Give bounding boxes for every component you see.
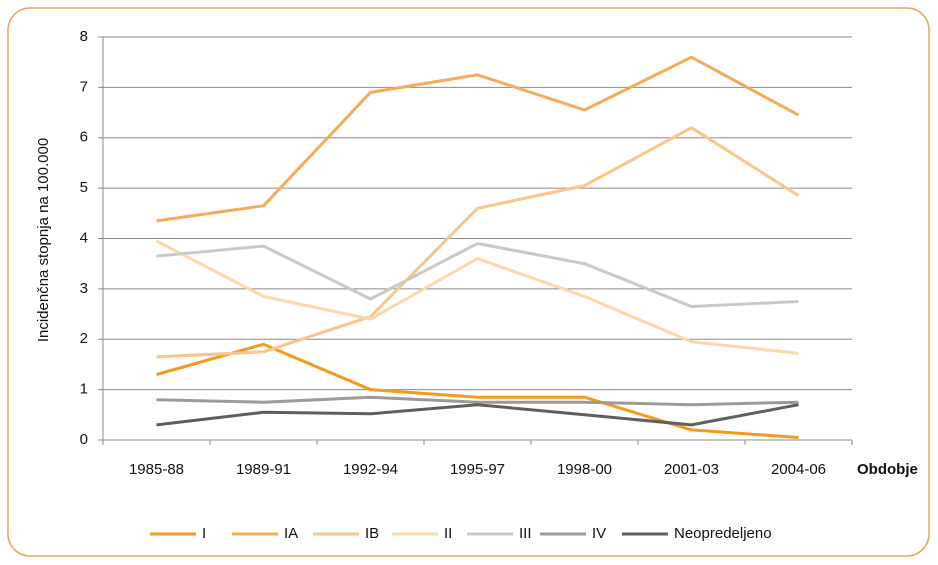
series-line	[155, 239, 799, 355]
x-tick-label: 1985-88	[129, 461, 184, 478]
legend-label: IA	[284, 525, 298, 542]
series-line	[156, 126, 800, 359]
y-axis-label: Incidenčna stopnja na 100.000	[35, 138, 52, 342]
series-line	[156, 342, 799, 439]
x-tick-label: 1998-00	[557, 461, 612, 478]
x-tick-label: 1995-97	[450, 461, 505, 478]
y-tick-label: 5	[80, 179, 88, 196]
y-tick-label: 3	[80, 280, 88, 297]
legend-label: III	[519, 525, 532, 542]
y-tick-label: 1	[80, 381, 88, 398]
legend-label: II	[444, 525, 452, 542]
series-line	[156, 242, 799, 308]
series-line	[156, 55, 800, 223]
legend-label: IB	[365, 525, 379, 542]
series-line	[156, 403, 799, 427]
y-tick-label: 8	[80, 28, 88, 45]
x-axis-label: Obdobje	[857, 461, 918, 478]
y-tick-label: 4	[80, 229, 88, 246]
legend-label: IV	[592, 525, 606, 542]
series-line	[156, 395, 799, 407]
legend-label: Neopredeljeno	[674, 525, 772, 542]
x-tick-label: 1989-91	[236, 461, 291, 478]
x-tick-label: 2001-03	[664, 461, 719, 478]
y-tick-label: 6	[80, 129, 88, 146]
y-tick-label: 0	[80, 431, 88, 448]
legend-label: I	[202, 525, 206, 542]
chart-frame	[7, 7, 930, 557]
y-tick-label: 7	[80, 78, 88, 95]
y-tick-label: 2	[80, 330, 88, 347]
x-tick-label: 1992-94	[343, 461, 398, 478]
x-tick-label: 2004-06	[771, 461, 826, 478]
